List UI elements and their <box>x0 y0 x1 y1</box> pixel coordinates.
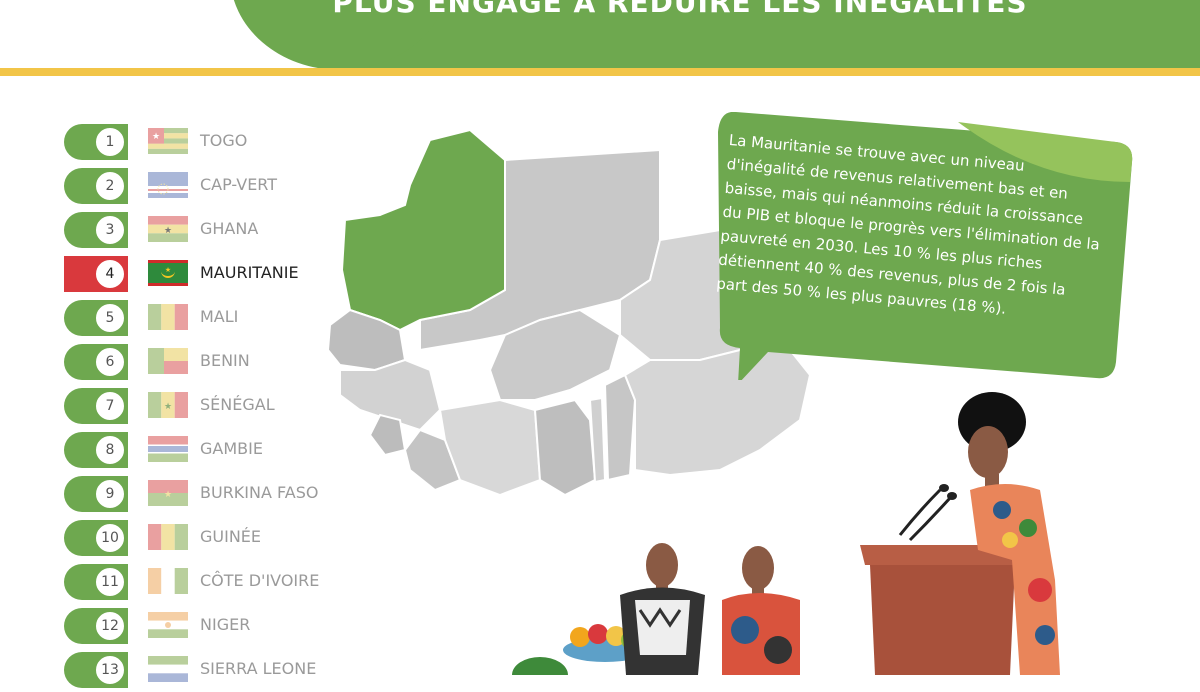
rank-number: 3 <box>94 214 126 246</box>
rank-number: 7 <box>94 390 126 422</box>
rank-number: 4 <box>94 258 126 290</box>
country-name: GAMBIE <box>200 439 263 458</box>
rank-number: 5 <box>94 302 126 334</box>
country-name: CÔTE D'IVOIRE <box>200 571 320 590</box>
map-region-burkina-faso <box>488 308 622 401</box>
guinea-flag-icon <box>148 524 188 550</box>
map-region-nigeria <box>623 349 812 477</box>
country-name: BENIN <box>200 351 250 370</box>
illustration-scene <box>512 392 1060 675</box>
rank-number: 10 <box>94 522 126 554</box>
ranking-row-2[interactable]: 2 CAP-VERT <box>64 164 324 208</box>
ivory-coast-flag-icon <box>148 568 188 594</box>
country-name: NIGER <box>200 615 251 634</box>
burkina-faso-flag-icon: ★ <box>148 480 188 506</box>
niger-flag-icon <box>148 612 188 638</box>
ranking-row-6[interactable]: 6 BENIN <box>64 340 324 384</box>
svg-text:★: ★ <box>164 226 172 236</box>
country-name: TOGO <box>200 131 248 150</box>
svg-text:★: ★ <box>164 402 172 412</box>
svg-text:★: ★ <box>165 266 171 274</box>
country-name: GUINÉE <box>200 527 262 546</box>
svg-text:★: ★ <box>152 132 160 142</box>
rank-number: 12 <box>94 610 126 642</box>
rank-number: 11 <box>94 566 126 598</box>
benin-flag-icon <box>148 348 188 374</box>
map-region-togo <box>588 396 607 484</box>
togo-flag-icon: ★ <box>148 128 188 154</box>
mali-flag-icon <box>148 304 188 330</box>
ranking-row-4[interactable]: 4 ★ MAURITANIE <box>64 252 324 296</box>
vendor-person-illustration <box>620 543 705 675</box>
map-region-guinea <box>339 358 442 432</box>
country-name: SIERRA LEONE <box>200 659 317 678</box>
ranking-row-10[interactable]: 10 GUINÉE <box>64 516 324 560</box>
country-name: MAURITANIE <box>200 263 299 282</box>
country-name: MALI <box>200 307 239 326</box>
speaker-person-illustration <box>958 392 1060 675</box>
ghana-flag-icon: ★ <box>148 216 188 242</box>
rank-number: 8 <box>94 434 126 466</box>
ranking-row-7[interactable]: 7 ★ SÉNÉGAL <box>64 384 324 428</box>
ranking-row-12[interactable]: 12 NIGER <box>64 604 324 648</box>
info-speech-bubble <box>718 112 1133 380</box>
podium-illustration <box>860 545 1025 675</box>
info-text: La Mauritanie se trouve avec un niveau d… <box>715 130 1101 318</box>
map-region-benin <box>603 373 637 482</box>
map-region-sierra-leone <box>368 413 407 457</box>
ranking-row-5[interactable]: 5 MALI <box>64 296 324 340</box>
sierra-leone-flag-icon <box>148 656 188 682</box>
microphone-illustration <box>898 484 957 542</box>
rank-number: 13 <box>94 654 126 686</box>
watermelon-illustration <box>512 657 568 675</box>
map-region-mauritania <box>340 128 506 332</box>
ranking-row-9[interactable]: 9 ★ BURKINA FASO <box>64 472 324 516</box>
country-ranking-list: 1 ★ TOGO 2 CAP-VERT 3 ★ GHANA 4 ★ MAURIT… <box>64 120 324 688</box>
page-title: PLUS ENGAGÉ À RÉDUIRE LES INÉGALITÉS <box>332 0 1028 19</box>
country-name: SÉNÉGAL <box>200 395 275 414</box>
gambia-flag-icon <box>148 436 188 462</box>
rank-number: 6 <box>94 346 126 378</box>
ranking-row-11[interactable]: 11 CÔTE D'IVOIRE <box>64 560 324 604</box>
cape-verde-flag-icon <box>148 172 188 198</box>
country-name: BURKINA FASO <box>200 483 319 502</box>
shopper-person-illustration <box>722 546 800 675</box>
rank-number: 9 <box>94 478 126 510</box>
rank-number: 1 <box>94 126 126 158</box>
svg-text:★: ★ <box>164 490 172 500</box>
ranking-row-8[interactable]: 8 GAMBIE <box>64 428 324 472</box>
map-region-ivory-coast <box>438 398 542 497</box>
ranking-row-1[interactable]: 1 ★ TOGO <box>64 120 324 164</box>
ranking-row-13[interactable]: 13 SIERRA LEONE <box>64 648 324 692</box>
mauritania-flag-icon: ★ <box>148 260 188 286</box>
rank-number: 2 <box>94 170 126 202</box>
senegal-flag-icon: ★ <box>148 392 188 418</box>
country-name: CAP-VERT <box>200 175 278 194</box>
ranking-row-3[interactable]: 3 ★ GHANA <box>64 208 324 252</box>
yellow-divider <box>0 68 1200 76</box>
country-name: GHANA <box>200 219 259 238</box>
